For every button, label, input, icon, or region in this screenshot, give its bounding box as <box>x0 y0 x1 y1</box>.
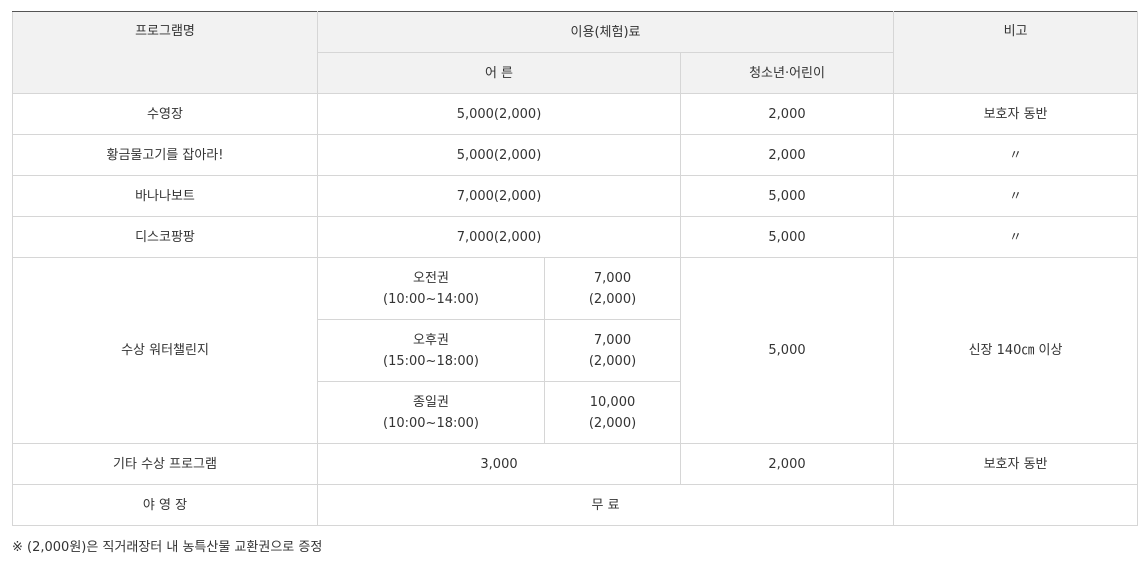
program-name: 야 영 장 <box>12 484 318 526</box>
remarks <box>893 484 1139 526</box>
ticket-time: (10:00~18:00) <box>383 415 479 431</box>
ticket-type-label: 종일권 <box>413 394 449 410</box>
youth-fee: 5,000 <box>679 257 895 444</box>
remarks: 보호자 동반 <box>893 93 1139 135</box>
youth-fee: 2,000 <box>679 443 895 485</box>
adult-fee: 5,000(2,000) <box>317 134 681 176</box>
ticket-type: 오전권 (10:00~14:00) <box>317 257 545 320</box>
fee-table-container: 프로그램명 이용(체험)료 비고 어 른 청소년·어린이 수영장 5,000(2… <box>12 11 1139 526</box>
remarks: 〃 <box>893 216 1139 258</box>
program-name: 수영장 <box>12 93 318 135</box>
ticket-type-label: 오전권 <box>413 270 449 286</box>
table-row-water-challenge: 수상 워터챌린지 오전권 (10:00~14:00) 7,000 (2,000) 5… <box>12 257 1139 444</box>
ticket-type-label: 오후권 <box>413 332 449 348</box>
header-adult: 어 른 <box>317 52 681 94</box>
ticket-price-sub: (2,000) <box>588 353 637 369</box>
program-name: 디스코팡팡 <box>12 216 318 258</box>
ticket-price-sub: (2,000) <box>588 291 637 307</box>
table-row-water-challenge: 종일권 (10:00~18:00) 10,000 (2,000) <box>13 381 1138 444</box>
table-row: 바나나보트 7,000(2,000) 5,000 〃 <box>12 175 1139 217</box>
header-remarks: 비고 <box>893 11 1139 94</box>
youth-fee: 5,000 <box>679 175 895 217</box>
remarks: 〃 <box>893 134 1139 176</box>
adult-fee: 3,000 <box>317 443 681 485</box>
ticket-time: (10:00~14:00) <box>383 291 479 307</box>
table-row: 수영장 5,000(2,000) 2,000 보호자 동반 <box>12 93 1139 135</box>
table-row: 기타 수상 프로그램 3,000 2,000 보호자 동반 <box>12 443 1139 485</box>
youth-fee: 5,000 <box>679 216 895 258</box>
table-row-water-challenge: 오후권 (15:00~18:00) 7,000 (2,000) <box>13 319 1138 382</box>
program-name: 수상 워터챌린지 <box>12 257 318 444</box>
header-row-2: 어 른 청소년·어린이 <box>13 52 1138 94</box>
header-row-1: 프로그램명 이용(체험)료 비고 <box>12 11 1139 94</box>
youth-fee: 2,000 <box>679 93 895 135</box>
ticket-price: 10,000 (2,000) <box>544 381 681 444</box>
fee-table: 프로그램명 이용(체험)료 비고 어 른 청소년·어린이 수영장 5,000(2… <box>12 11 1139 526</box>
ticket-time: (15:00~18:00) <box>383 353 479 369</box>
program-name: 기타 수상 프로그램 <box>12 443 318 485</box>
ticket-type: 오후권 (15:00~18:00) <box>317 319 545 382</box>
adult-fee: 7,000(2,000) <box>317 216 681 258</box>
ticket-type: 종일권 (10:00~18:00) <box>317 381 545 444</box>
ticket-price-sub: (2,000) <box>588 415 637 431</box>
youth-fee: 2,000 <box>679 134 895 176</box>
footnote: ※ (2,000원)은 직거래장터 내 농특산물 교환권으로 증정 <box>12 540 323 555</box>
header-program: 프로그램명 <box>12 11 318 94</box>
ticket-price: 7,000 (2,000) <box>544 319 681 382</box>
adult-fee: 5,000(2,000) <box>317 93 681 135</box>
table-row: 디스코팡팡 7,000(2,000) 5,000 〃 <box>12 216 1139 258</box>
ticket-price-value: 7,000 <box>593 332 632 348</box>
ticket-price-value: 10,000 <box>589 394 636 410</box>
remarks: 〃 <box>893 175 1139 217</box>
adult-fee: 7,000(2,000) <box>317 175 681 217</box>
ticket-price-value: 7,000 <box>593 270 632 286</box>
remarks: 신장 140㎝ 이상 <box>893 257 1139 444</box>
header-fee: 이용(체험)료 <box>316 11 895 53</box>
ticket-price: 7,000 (2,000) <box>544 257 681 320</box>
remarks: 보호자 동반 <box>893 443 1139 485</box>
fee: 무 료 <box>316 484 895 526</box>
program-name: 바나나보트 <box>12 175 318 217</box>
header-youth: 청소년·어린이 <box>679 52 895 94</box>
table-row: 황금물고기를 잡아라! 5,000(2,000) 2,000 〃 <box>12 134 1139 176</box>
table-row: 야 영 장 무 료 <box>12 484 1139 526</box>
program-name: 황금물고기를 잡아라! <box>12 134 318 176</box>
